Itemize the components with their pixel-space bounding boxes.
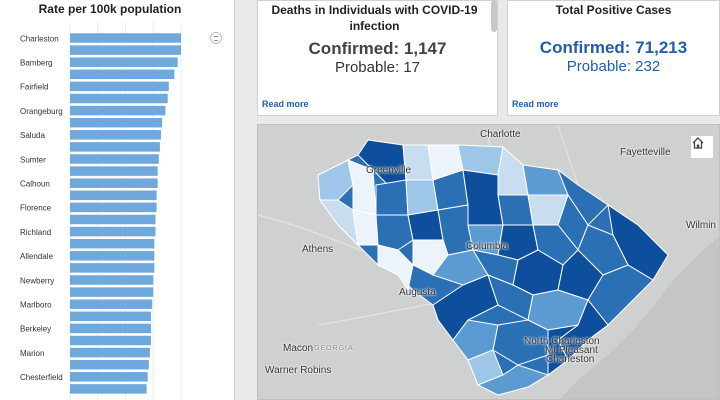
bar-mark[interactable]	[70, 57, 178, 67]
deaths-confirmed: Confirmed: 1,147	[308, 39, 447, 58]
bar-category-label: Calhoun	[20, 179, 50, 188]
bar-category-label: Orangeburg	[20, 107, 63, 116]
bar-mark[interactable]	[70, 359, 149, 370]
deaths-card: Deaths in Individuals with COVID-19 infe…	[257, 0, 498, 116]
city-label-athens: Athens	[302, 244, 334, 255]
ocean-area	[559, 236, 719, 399]
bar-mark[interactable]	[70, 202, 157, 213]
cases-card: Total Positive Cases Confirmed: 71,213 P…	[507, 0, 720, 116]
city-label-charlotte: Charlotte	[480, 129, 521, 140]
bar-mark[interactable]	[70, 190, 157, 201]
city-label-augusta: Augusta	[399, 287, 436, 298]
bar-mark[interactable]	[70, 311, 152, 322]
bar-category-label: Florence	[20, 204, 52, 213]
bar-mark[interactable]	[70, 238, 155, 249]
bar-mark[interactable]	[70, 142, 160, 152]
city-label-mt-pleasant: Mt Pleasant	[545, 345, 598, 356]
bar-mark[interactable]	[70, 33, 181, 43]
bar-mark[interactable]	[70, 117, 163, 128]
bar-mark[interactable]	[70, 275, 154, 285]
bar-mark[interactable]	[70, 335, 152, 346]
bar-mark[interactable]	[70, 178, 158, 188]
bar-category-label: Fairfield	[20, 83, 48, 92]
city-label-charleston: Charleston	[546, 354, 595, 365]
bar-category-label: Bamberg	[20, 58, 52, 67]
map-canvas[interactable]	[258, 125, 720, 400]
rate-bar-chart: Charleston Bamberg Fairfield Orangeburg Salu…	[0, 22, 225, 400]
deaths-probable: Probable: 17	[334, 59, 421, 76]
home-icon	[692, 137, 704, 149]
bar-category-label: Sumter	[20, 155, 46, 164]
city-label-wilmington: Wilmin	[686, 220, 716, 231]
cases-confirmed: Confirmed: 71,213	[539, 38, 688, 57]
bar-category-label: Allendale	[20, 252, 53, 261]
city-label-macon: Macon	[283, 343, 314, 354]
bar-category-label: Saluda	[20, 131, 45, 140]
city-label-columbia: Columbia	[466, 241, 509, 252]
city-label-warner-robins: Warner Robins	[265, 365, 332, 376]
bar-mark[interactable]	[70, 154, 159, 164]
bar-mark[interactable]	[70, 130, 162, 140]
county-map[interactable]: Charlotte Fayetteville Greenville Athens…	[257, 124, 720, 400]
bar-mark[interactable]	[70, 45, 181, 55]
map-home-button[interactable]	[690, 135, 714, 159]
rate-chart-panel: Rate per 100k population Charleston Bambe…	[0, 0, 235, 400]
bar-category-label: Charleston	[20, 34, 59, 43]
bar-category-label: Berkeley	[20, 325, 51, 334]
bar-category-label: Chesterfield	[20, 373, 63, 382]
bar-category-label: Marion	[20, 349, 44, 358]
bar-mark[interactable]	[70, 263, 155, 273]
bar-category-label: Marlboro	[20, 300, 52, 309]
bar-category-label: Richland	[20, 228, 51, 237]
cases-probable: Probable: 232	[566, 58, 661, 75]
city-label-north-charleston: North Charleston	[524, 336, 600, 347]
city-label-fayetteville: Fayetteville	[620, 147, 671, 158]
bar-mark[interactable]	[70, 384, 147, 394]
bar-mark[interactable]	[70, 93, 168, 104]
deaths-card-scrollbar[interactable]	[491, 0, 497, 32]
list-scroll-handle[interactable]	[210, 32, 222, 44]
bar-mark[interactable]	[70, 372, 148, 382]
bar-mark[interactable]	[70, 166, 158, 176]
rate-chart-title: Rate per 100k population	[38, 2, 182, 16]
bar-mark[interactable]	[70, 214, 156, 225]
bar-mark[interactable]	[70, 287, 154, 297]
deaths-read-more-link[interactable]: Read more	[262, 99, 309, 109]
bar-mark[interactable]	[70, 323, 152, 334]
bar-mark[interactable]	[70, 81, 169, 92]
cases-read-more-link[interactable]: Read more	[512, 99, 559, 109]
bar-category-label: Newberry	[20, 276, 54, 285]
bar-mark[interactable]	[70, 251, 155, 261]
city-label-greenville: Greenville	[366, 165, 412, 176]
bar-mark[interactable]	[70, 69, 175, 80]
bar-mark[interactable]	[70, 347, 150, 358]
state-label-georgia: GEORGIA	[314, 345, 354, 352]
county-polygons[interactable]	[317, 139, 669, 396]
bar-mark[interactable]	[70, 299, 153, 309]
bar-mark[interactable]	[70, 226, 156, 237]
cases-card-title: Total Positive Cases	[555, 3, 672, 17]
deaths-card-title: Deaths in Individuals with COVID-19 infe…	[271, 3, 478, 33]
bar-mark[interactable]	[70, 105, 166, 116]
